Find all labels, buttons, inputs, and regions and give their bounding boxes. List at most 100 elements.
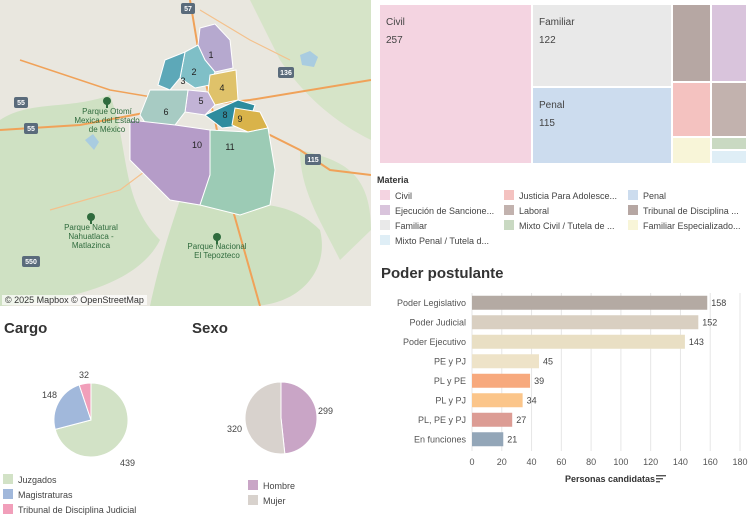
tree-icon <box>87 213 95 224</box>
treemap-cell[interactable] <box>672 82 711 137</box>
materia-legend-item[interactable]: Laboral <box>504 205 624 216</box>
treemap-cell[interactable]: Penal 115 <box>532 87 672 164</box>
bar-value-label: 152 <box>702 317 717 327</box>
bar[interactable] <box>472 315 699 330</box>
district-region[interactable] <box>199 127 276 216</box>
x-axis-title[interactable]: Personas candidatas <box>565 474 656 484</box>
bar[interactable] <box>472 373 531 388</box>
legend-label: Mixto Penal / Tutela d... <box>395 236 490 246</box>
district-region[interactable] <box>157 51 186 91</box>
map-canvas[interactable]: 1 2 3 4 5 6 8 9 10 11 57 136 55 55 115 5… <box>0 0 371 306</box>
pie-value-label: 32 <box>79 370 89 380</box>
materia-legend-item[interactable]: Civil <box>380 190 500 201</box>
treemap-cell[interactable] <box>711 137 747 150</box>
treemap-label: Penal 115 <box>539 97 565 133</box>
materia-legend-item[interactable]: Justicia Para Adolesce... <box>504 190 624 201</box>
district-number: 11 <box>225 142 234 152</box>
place-label: de México <box>89 125 126 134</box>
tree-icon <box>213 233 221 244</box>
category-label: En funciones <box>414 434 467 444</box>
legend-label: Tribunal de Disciplina Judicial <box>18 505 137 515</box>
treemap-cell[interactable] <box>672 4 711 82</box>
bar[interactable] <box>472 412 513 427</box>
bar[interactable] <box>472 393 523 408</box>
cargo-title: Cargo <box>4 320 48 337</box>
district-number: 10 <box>192 140 202 150</box>
highway-shield: 55 <box>14 97 28 108</box>
treemap-cell[interactable]: Civil 257 <box>379 4 532 164</box>
bar-value-label: 45 <box>543 356 553 366</box>
highway-shield: 55 <box>24 123 38 134</box>
treemap-cell[interactable]: Familiar 122 <box>532 4 672 87</box>
materia-legend-item[interactable]: Tribunal de Disciplina ... <box>628 205 748 216</box>
bar[interactable] <box>472 354 539 369</box>
pie-slice[interactable] <box>54 382 129 458</box>
pie-legend-item[interactable]: Tribunal de Disciplina Judicial <box>3 504 136 515</box>
district-number: 8 <box>222 110 227 120</box>
treemap-label: Familiar 122 <box>539 14 575 50</box>
sexo-pie-svg[interactable]: 299 320 <box>190 370 370 470</box>
bar-value-label: 158 <box>711 298 726 308</box>
district-region[interactable] <box>139 89 189 131</box>
poder-title: Poder postulante <box>381 265 504 282</box>
place-label: El Tepozteco <box>194 251 240 260</box>
legend-label: Magistraturas <box>18 490 73 500</box>
svg-text:550: 550 <box>25 259 37 266</box>
treemap-value: 257 <box>386 35 403 46</box>
bar[interactable] <box>472 432 504 447</box>
legend-swatch <box>3 474 13 484</box>
pie-legend-item[interactable]: Mujer <box>248 495 286 506</box>
x-tick-label: 0 <box>469 457 474 467</box>
poder-bar-chart: 0 20 40 60 80 100 120 140 160 180 Poder Legislativ… <box>378 288 748 488</box>
materia-legend-item[interactable]: Familiar <box>380 220 500 231</box>
treemap-category: Penal <box>539 100 565 111</box>
pie-slice[interactable] <box>78 382 92 421</box>
map-panel[interactable]: 1 2 3 4 5 6 8 9 10 11 57 136 55 55 115 5… <box>0 0 371 306</box>
treemap-cell[interactable] <box>672 137 711 164</box>
treemap-cell[interactable] <box>711 82 747 137</box>
map-attribution[interactable]: © 2025 Mapbox © OpenStreetMap <box>2 295 147 305</box>
sort-icon[interactable] <box>656 474 666 483</box>
x-tick-label: 180 <box>732 457 747 467</box>
pie-legend-item[interactable]: Hombre <box>248 480 295 491</box>
pie-slice[interactable] <box>244 381 286 455</box>
district-region[interactable] <box>207 69 239 106</box>
materia-legend-item[interactable]: Penal <box>628 190 748 201</box>
materia-legend-item[interactable]: Mixto Penal / Tutela d... <box>380 235 500 246</box>
materia-legend-item[interactable]: Ejecución de Sancione... <box>380 205 500 216</box>
materia-treemap[interactable]: Civil 257 Familiar 122 Penal 115 <box>379 4 747 164</box>
legend-label: Familiar <box>395 221 428 231</box>
treemap-category: Familiar <box>539 17 575 28</box>
pie-value-label: 148 <box>42 390 57 400</box>
x-tick-label: 80 <box>586 457 596 467</box>
treemap-cell[interactable] <box>711 150 747 164</box>
treemap-cell[interactable] <box>711 4 747 82</box>
forest-area <box>300 150 371 260</box>
pie-legend-item[interactable]: Magistraturas <box>3 489 73 500</box>
svg-text:55: 55 <box>27 126 35 133</box>
legend-swatch <box>380 205 390 215</box>
legend-swatch <box>248 480 258 490</box>
legend-swatch <box>380 220 390 230</box>
legend-label: Mixto Civil / Tutela de ... <box>519 221 615 231</box>
pie-legend-item[interactable]: Juzgados <box>3 474 57 485</box>
pie-slice[interactable] <box>53 384 92 430</box>
materia-legend-item[interactable]: Mixto Civil / Tutela de ... <box>504 220 624 231</box>
category-label: PE y PJ <box>434 356 466 366</box>
water <box>85 134 99 150</box>
bar-value-label: 39 <box>534 376 544 386</box>
treemap-value: 122 <box>539 35 556 46</box>
sexo-pie-chart[interactable]: 299 320 <box>190 370 370 470</box>
x-tick-label: 20 <box>497 457 507 467</box>
cargo-pie-svg[interactable]: 439 148 32 <box>0 360 180 470</box>
highway-shield: 115 <box>305 154 321 165</box>
legend-label: Juzgados <box>18 475 57 485</box>
materia-legend-title: Materia <box>377 175 409 185</box>
cargo-pie-chart[interactable]: 439 148 32 <box>0 360 180 470</box>
bar[interactable] <box>472 295 708 310</box>
legend-swatch <box>380 190 390 200</box>
category-label: Poder Ejecutivo <box>403 337 466 347</box>
bar[interactable] <box>472 334 685 349</box>
pie-slice[interactable] <box>280 381 318 455</box>
materia-legend-item[interactable]: Familiar Especializado... <box>628 220 748 231</box>
